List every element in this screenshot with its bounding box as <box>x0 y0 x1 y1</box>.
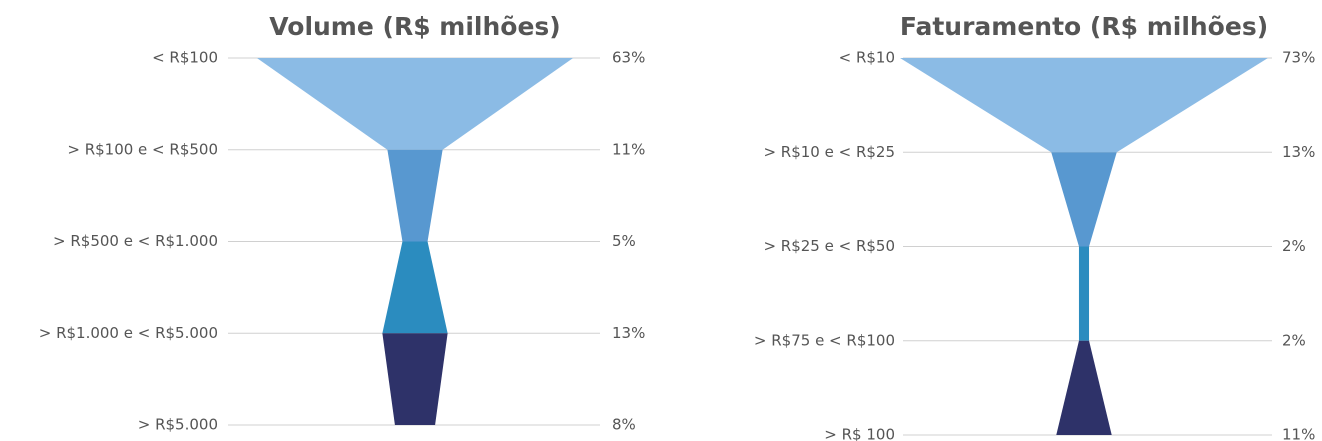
value-label: 5% <box>612 232 636 250</box>
category-label: > R$10 e < R$25 <box>763 143 895 161</box>
category-label: > R$25 e < R$50 <box>763 237 895 255</box>
value-label: 2% <box>1282 331 1306 349</box>
funnel-segment <box>1056 340 1112 435</box>
funnel-segment <box>256 58 574 150</box>
funnel-segment <box>382 333 448 425</box>
value-label: 11% <box>1282 426 1315 441</box>
category-label: > R$75 e < R$100 <box>754 331 895 349</box>
chart-title: Volume (R$ milhões) <box>269 12 560 41</box>
value-label: 63% <box>612 49 645 67</box>
funnel-segment <box>387 149 443 242</box>
value-label: 73% <box>1282 49 1315 67</box>
category-label: > R$5.000 <box>138 416 218 434</box>
funnel-segment <box>1051 152 1117 247</box>
category-label: < R$100 <box>152 49 218 67</box>
category-label: > R$1.000 e < R$5.000 <box>39 324 218 342</box>
chart-title: Faturamento (R$ milhões) <box>900 12 1268 41</box>
funnel-segment <box>1078 246 1090 341</box>
funnel-segment <box>382 241 448 334</box>
category-label: > R$100 e < R$500 <box>67 140 218 158</box>
value-label: 8% <box>612 416 636 434</box>
category-label: > R$ 100 <box>824 426 895 441</box>
category-label: < R$10 <box>839 49 895 67</box>
category-label: > R$500 e < R$1.000 <box>53 232 218 250</box>
value-label: 11% <box>612 140 645 158</box>
value-label: 13% <box>1282 143 1315 161</box>
value-label: 2% <box>1282 237 1306 255</box>
value-label: 13% <box>612 324 645 342</box>
funnel-segment <box>900 58 1268 153</box>
